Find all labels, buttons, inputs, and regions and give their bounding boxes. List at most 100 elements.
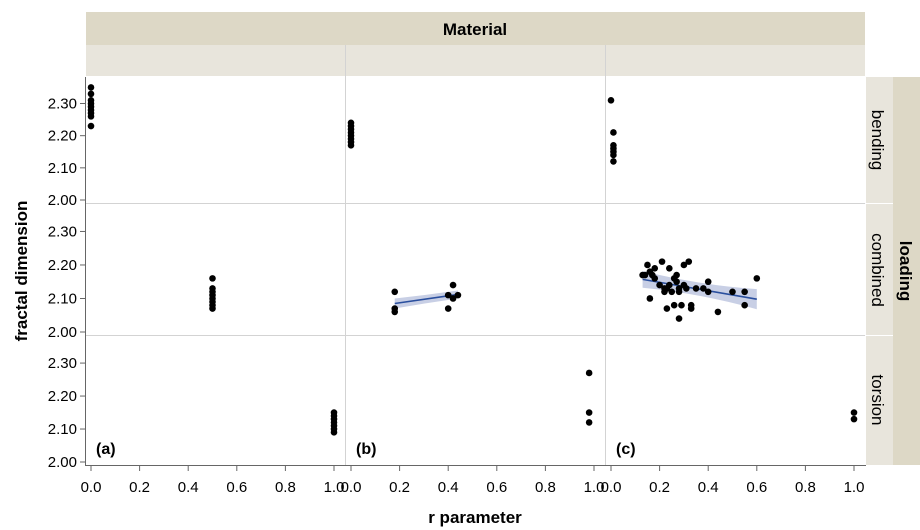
data-point — [444, 305, 452, 312]
data-point — [658, 258, 666, 265]
x-tick-label: 0.6 — [226, 479, 247, 496]
y-tick-label: 2.30 — [48, 96, 77, 113]
data-point — [656, 281, 663, 289]
y-tick-label: 2.20 — [48, 388, 77, 405]
data-point — [444, 291, 452, 299]
data-point — [668, 288, 676, 296]
data-point — [347, 142, 355, 149]
x-tick-label: 1.0 — [324, 479, 345, 496]
x-tick-label: 0.4 — [698, 479, 719, 496]
panel-label-a: (a) — [96, 441, 116, 458]
column-label-bar-2 — [346, 45, 605, 76]
x-tick-label: 0.4 — [178, 479, 199, 496]
x-tick-label: 0.8 — [535, 479, 556, 496]
y-tick-label: 2.30 — [48, 223, 77, 240]
data-points — [87, 84, 858, 436]
data-point — [391, 288, 399, 296]
x-axis-title: r parameter — [428, 508, 522, 527]
row-group-label: loading — [896, 241, 915, 301]
x-tick-label: 0.0 — [81, 479, 102, 496]
column-label-bar-3 — [606, 45, 865, 76]
row-group-strip — [893, 77, 920, 465]
data-point — [666, 265, 673, 272]
row-label-strip-torsion — [866, 336, 893, 465]
data-point — [678, 301, 685, 309]
data-point — [610, 158, 617, 165]
x-tick-label: 0.0 — [601, 479, 622, 496]
x-tick-label: 0.2 — [389, 479, 410, 496]
x-tick-label: 0.6 — [746, 479, 767, 496]
data-point — [675, 315, 683, 322]
data-point — [666, 281, 673, 289]
header-bar — [86, 12, 865, 45]
data-point — [449, 295, 457, 302]
y-tick-label: 2.00 — [48, 192, 77, 209]
data-point — [692, 285, 700, 292]
y-tick-label: 2.10 — [48, 290, 77, 307]
column-label-bar-1 — [86, 45, 345, 76]
x-tick-label: 0.4 — [438, 479, 459, 496]
data-point — [651, 265, 659, 272]
data-point — [585, 409, 593, 416]
y-tick-label: 2.20 — [48, 128, 77, 145]
x-tick-label: 1.0 — [584, 479, 605, 496]
y-tick-label: 2.00 — [48, 454, 77, 471]
data-point — [700, 285, 707, 292]
data-point — [714, 308, 722, 316]
data-point — [610, 151, 617, 159]
panel-label-b: (b) — [356, 441, 376, 458]
data-point — [680, 261, 688, 269]
confidence-band — [642, 271, 757, 310]
data-point — [585, 419, 593, 426]
y-tick-label: 2.10 — [48, 421, 77, 438]
row-label-strip-bending — [866, 77, 893, 203]
data-point — [87, 122, 95, 130]
data-point — [391, 308, 399, 316]
data-point — [209, 275, 216, 282]
data-point — [449, 281, 457, 289]
row-label-strip-combined — [866, 204, 893, 335]
grid-layer — [86, 45, 865, 465]
y-axis-title: fractal dimension — [12, 201, 31, 342]
row-label-combined: combined — [868, 233, 887, 307]
data-point — [610, 129, 617, 136]
data-point — [607, 96, 615, 104]
row-label-torsion: torsion — [868, 374, 887, 425]
data-point — [639, 271, 646, 279]
data-point — [330, 429, 338, 436]
y-tick-label: 2.10 — [48, 160, 77, 177]
data-point — [704, 278, 712, 286]
data-point — [673, 278, 680, 286]
data-point — [454, 291, 462, 299]
panel-label-c: (c) — [616, 441, 636, 458]
data-point — [585, 369, 593, 377]
data-point — [741, 301, 748, 309]
x-tick-label: 0.2 — [129, 479, 150, 496]
axes: 2.00 2.10 2.20 2.30 2.00 2.10 2.20 2.30 2.00 2.10… — [48, 77, 866, 496]
data-point — [741, 288, 748, 296]
data-point — [87, 90, 95, 98]
row-label-bending: bending — [868, 110, 887, 171]
data-point — [704, 288, 712, 296]
data-point — [675, 288, 683, 296]
x-tick-label: 0.6 — [486, 479, 507, 496]
y-tick-label: 2.30 — [48, 355, 77, 372]
data-point — [644, 261, 651, 269]
data-point — [663, 305, 671, 312]
x-tick-label: 0.0 — [341, 479, 362, 496]
data-point — [753, 275, 761, 282]
data-point — [729, 288, 736, 296]
data-point — [209, 305, 216, 312]
data-point — [87, 113, 95, 120]
data-point — [850, 409, 858, 416]
data-point — [687, 305, 695, 312]
x-tick-label: 0.8 — [795, 479, 816, 496]
data-point — [651, 275, 659, 282]
data-point — [685, 258, 693, 265]
x-tick-label: 0.8 — [275, 479, 296, 496]
y-tick-label: 2.20 — [48, 257, 77, 274]
header-title: Material — [443, 20, 507, 39]
y-tick-label: 2.00 — [48, 324, 77, 341]
x-tick-label: 1.0 — [844, 479, 865, 496]
